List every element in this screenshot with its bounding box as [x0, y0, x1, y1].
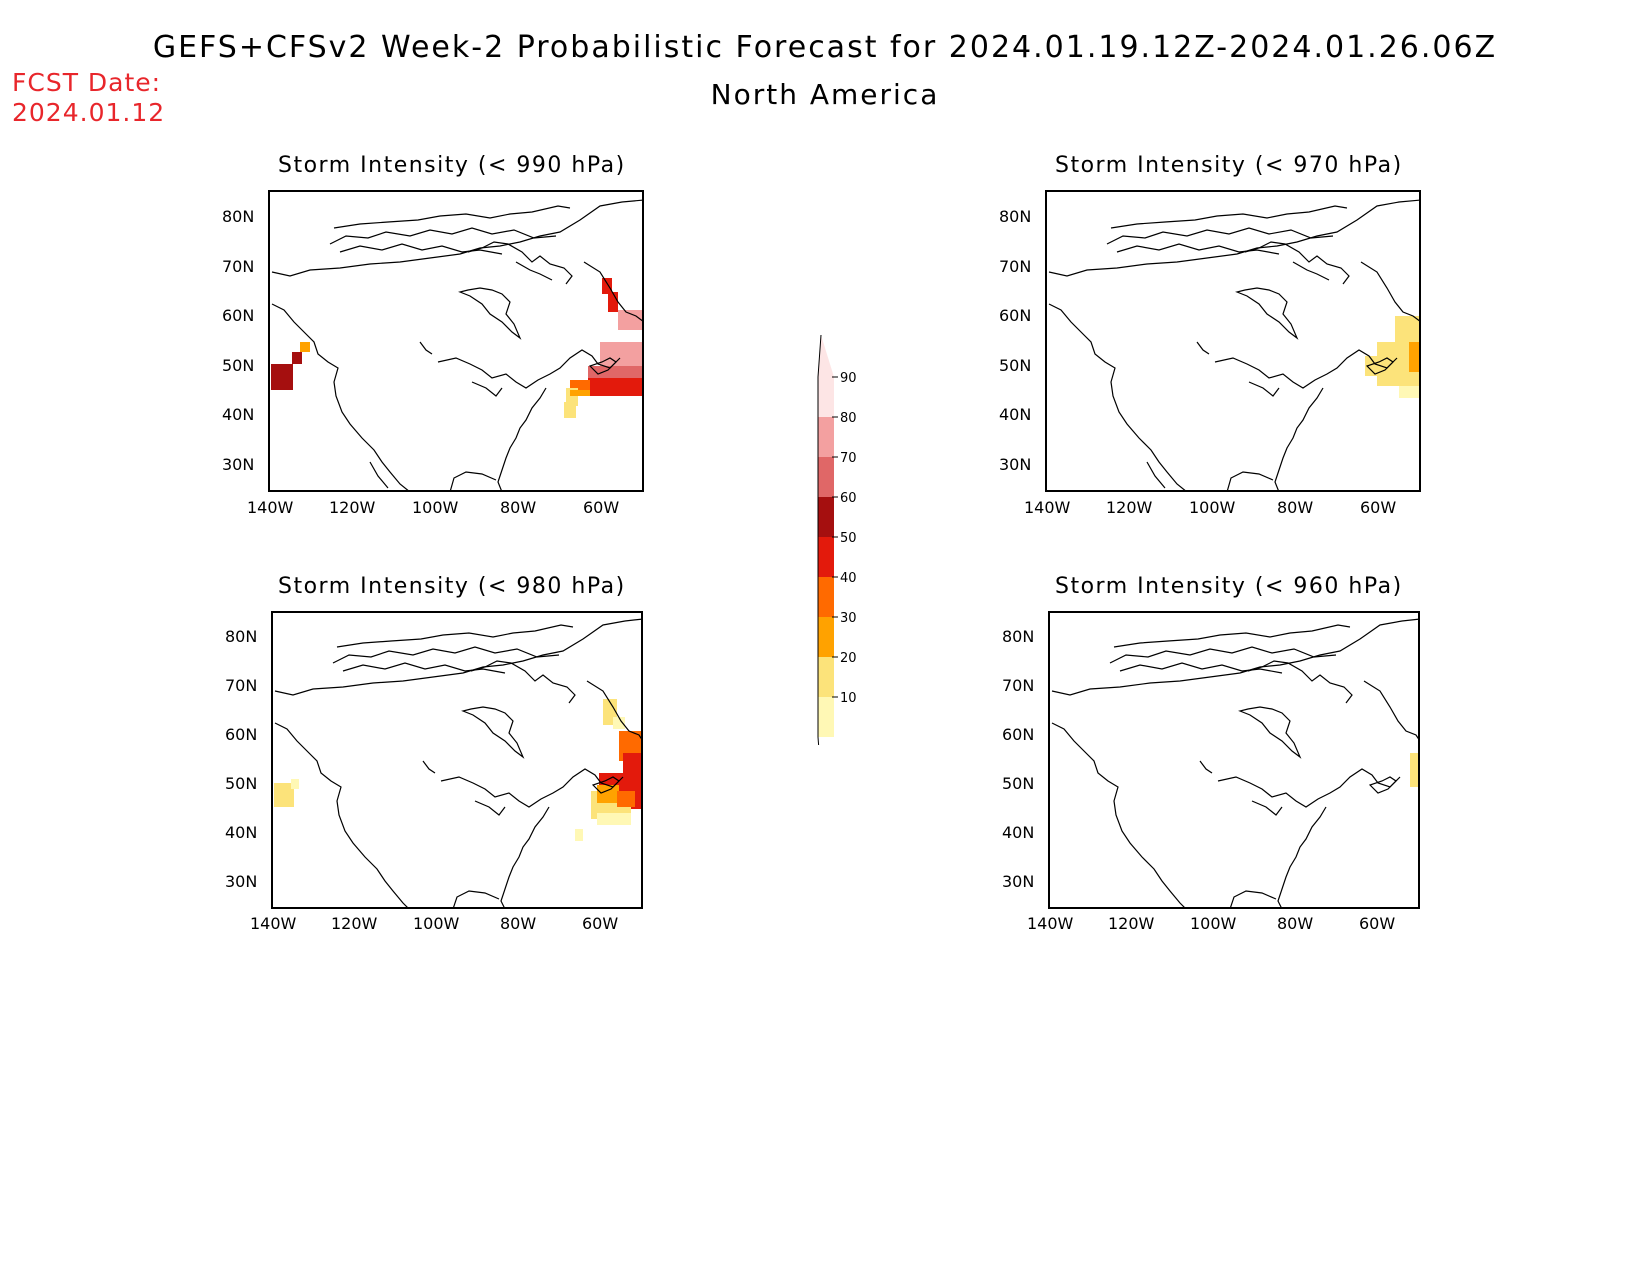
- map-canvas: [1048, 199, 1419, 490]
- colorbar-edge: [817, 335, 822, 737]
- lat-label: 30N: [222, 455, 255, 474]
- map-canvas: [271, 199, 642, 490]
- lon-label: 120W: [1106, 498, 1153, 517]
- colorbar-level-label: 70: [840, 451, 857, 466]
- map-frame: [268, 190, 644, 492]
- lat-label: 50N: [225, 774, 258, 793]
- lon-label: 100W: [412, 498, 459, 517]
- lat-label: 40N: [225, 823, 258, 842]
- lon-label: 60W: [582, 914, 619, 933]
- colorbar-swatch: [818, 657, 834, 697]
- colorbar-level-label: 10: [840, 691, 857, 706]
- lat-label: 60N: [999, 306, 1032, 325]
- lon-label: 80W: [1277, 914, 1314, 933]
- colorbar-swatch: [818, 457, 834, 497]
- map-canvas: [1051, 618, 1418, 907]
- colorbar-swatches: [817, 335, 834, 745]
- lat-label: 40N: [999, 405, 1032, 424]
- lon-label: 120W: [329, 498, 376, 517]
- lon-label: 80W: [500, 914, 537, 933]
- lon-label: 100W: [1189, 498, 1236, 517]
- lon-label: 140W: [1024, 498, 1071, 517]
- colorbar-level-label: 90: [840, 371, 857, 386]
- colorbar-level-label: 60: [840, 491, 857, 506]
- fcst-date-value: 2024.01.12: [12, 98, 166, 127]
- main-title: GEFS+CFSv2 Week-2 Probabilistic Forecast…: [152, 30, 1498, 65]
- lat-label: 30N: [1002, 872, 1035, 891]
- lat-label: 70N: [222, 257, 255, 276]
- colorbar-swatch: [818, 617, 834, 657]
- lat-label: 40N: [1002, 823, 1035, 842]
- panel-title: Storm Intensity (< 980 hPa): [278, 574, 626, 599]
- lon-label: 100W: [413, 914, 460, 933]
- lon-label: 120W: [1108, 914, 1155, 933]
- lat-label: 60N: [222, 306, 255, 325]
- lon-label: 60W: [583, 498, 620, 517]
- lat-label: 30N: [999, 455, 1032, 474]
- lon-label: 60W: [1359, 914, 1396, 933]
- colorbar-cap-top: [818, 335, 834, 377]
- lon-label: 80W: [1277, 498, 1314, 517]
- colorbar-swatch: [818, 697, 834, 737]
- colorbar-labels: 90 80 70 60 50 40 30 20 10: [832, 371, 857, 706]
- map-frame: [271, 611, 643, 909]
- coastlines: [1048, 199, 1419, 490]
- forecast-date-block: FCST Date: 2024.01.12: [12, 68, 165, 128]
- lat-label: 80N: [999, 207, 1032, 226]
- region-subtitle: North America: [710, 78, 940, 111]
- colorbar-swatch: [818, 537, 834, 577]
- lat-label: 60N: [225, 725, 258, 744]
- lat-label: 70N: [1002, 676, 1035, 695]
- colorbar-swatch: [818, 497, 834, 537]
- lon-label: 140W: [1027, 914, 1074, 933]
- probability-shading: [1365, 316, 1419, 398]
- colorbar-swatch: [818, 417, 834, 457]
- map-frame: [1048, 611, 1420, 909]
- colorbar-level-label: 40: [840, 571, 857, 586]
- lon-label: 140W: [247, 498, 294, 517]
- colorbar-level-label: 20: [840, 651, 857, 666]
- colorbar-level-label: 30: [840, 611, 857, 626]
- lon-label: 120W: [331, 914, 378, 933]
- colorbar-level-label: 50: [840, 531, 857, 546]
- lon-label: 140W: [250, 914, 297, 933]
- map-canvas: [274, 618, 641, 907]
- panel-title: Storm Intensity (< 990 hPa): [278, 153, 626, 178]
- lat-label: 30N: [225, 872, 258, 891]
- lat-label: 80N: [222, 207, 255, 226]
- lat-label: 50N: [222, 356, 255, 375]
- coastlines: [274, 618, 641, 907]
- panel-title: Storm Intensity (< 970 hPa): [1055, 153, 1403, 178]
- colorbar-swatch: [818, 377, 834, 417]
- coastlines: [271, 199, 642, 490]
- colorbar-cap-bottom: [817, 736, 820, 745]
- lat-label: 50N: [999, 356, 1032, 375]
- lat-label: 40N: [222, 405, 255, 424]
- lat-label: 60N: [1002, 725, 1035, 744]
- lat-label: 50N: [1002, 774, 1035, 793]
- probability-shading: [1410, 753, 1418, 787]
- lat-label: 70N: [225, 676, 258, 695]
- lon-label: 100W: [1190, 914, 1237, 933]
- lat-label: 70N: [999, 257, 1032, 276]
- probability-shading: [274, 699, 641, 841]
- lon-label: 80W: [500, 498, 537, 517]
- lat-label: 80N: [1002, 627, 1035, 646]
- probability-shading: [271, 278, 642, 418]
- lat-label: 80N: [225, 627, 258, 646]
- map-frame: [1045, 190, 1421, 492]
- probability-colorbar: 90 80 70 60 50 40 30 20 10: [817, 335, 857, 745]
- panel-title: Storm Intensity (< 960 hPa): [1055, 574, 1403, 599]
- lon-label: 60W: [1360, 498, 1397, 517]
- fcst-date-label: FCST Date:: [12, 68, 162, 97]
- colorbar-level-label: 80: [840, 411, 857, 426]
- colorbar-swatch: [818, 577, 834, 617]
- coastlines: [1051, 618, 1418, 907]
